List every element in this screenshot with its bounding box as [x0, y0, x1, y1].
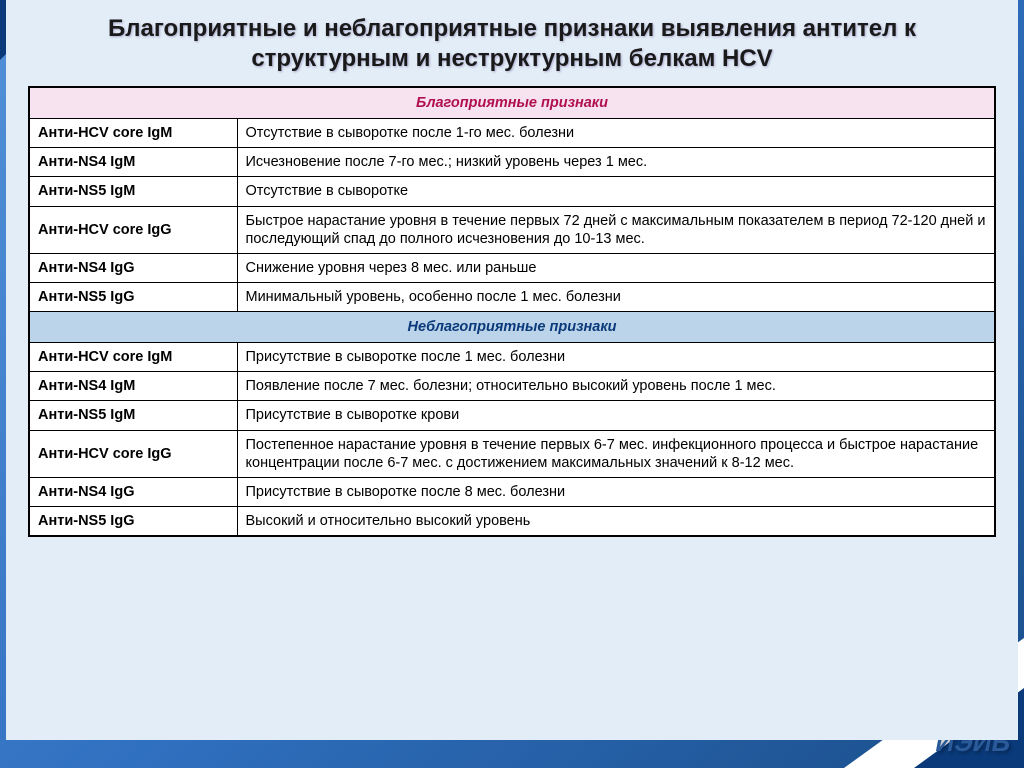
- desc-cell: Отсутствие в сыворотке: [237, 177, 995, 206]
- table-row: Анти-HCV core IgM Отсутствие в сыворотке…: [29, 119, 995, 148]
- table-row: Анти-NS5 IgM Присутствие в сыворотке кро…: [29, 401, 995, 430]
- table-row: Анти-HCV core IgG Быстрое нарастание уро…: [29, 206, 995, 253]
- marker-cell: Анти-NS5 IgG: [29, 506, 237, 536]
- hcv-antibody-table: Благоприятные признаки Анти-HCV core IgM…: [28, 86, 996, 537]
- table-row: Анти-NS4 IgM Исчезновение после 7-го мес…: [29, 148, 995, 177]
- desc-cell: Высокий и относительно высокий уровень: [237, 506, 995, 536]
- marker-cell: Анти-HCV core IgG: [29, 206, 237, 253]
- marker-cell: Анти-NS4 IgG: [29, 477, 237, 506]
- marker-cell: Анти-NS4 IgG: [29, 253, 237, 282]
- desc-cell: Снижение уровня через 8 мес. или раньше: [237, 253, 995, 282]
- table-row: Анти-NS5 IgM Отсутствие в сыворотке: [29, 177, 995, 206]
- desc-cell: Присутствие в сыворотке после 8 мес. бол…: [237, 477, 995, 506]
- marker-cell: Анти-NS5 IgG: [29, 282, 237, 311]
- desc-cell: Появление после 7 мес. болезни; относите…: [237, 372, 995, 401]
- favorable-header: Благоприятные признаки: [29, 87, 995, 119]
- marker-cell: Анти-NS4 IgM: [29, 372, 237, 401]
- desc-cell: Быстрое нарастание уровня в течение перв…: [237, 206, 995, 253]
- table-row: Анти-NS4 IgG Присутствие в сыворотке пос…: [29, 477, 995, 506]
- table-row: Анти-NS5 IgG Высокий и относительно высо…: [29, 506, 995, 536]
- table-row: Анти-NS5 IgG Минимальный уровень, особен…: [29, 282, 995, 311]
- unfavorable-header-row: Неблагоприятные признаки: [29, 312, 995, 343]
- marker-cell: Анти-NS5 IgM: [29, 177, 237, 206]
- favorable-header-row: Благоприятные признаки: [29, 87, 995, 119]
- desc-cell: Исчезновение после 7-го мес.; низкий уро…: [237, 148, 995, 177]
- table-row: Анти-NS4 IgG Снижение уровня через 8 мес…: [29, 253, 995, 282]
- table-row: Анти-HCV core IgM Присутствие в сыворотк…: [29, 343, 995, 372]
- table-row: Анти-HCV core IgG Постепенное нарастание…: [29, 430, 995, 477]
- slide-title: Благоприятные и неблагоприятные признаки…: [28, 14, 996, 74]
- unfavorable-header: Неблагоприятные признаки: [29, 312, 995, 343]
- desc-cell: Постепенное нарастание уровня в течение …: [237, 430, 995, 477]
- marker-cell: Анти-HCV core IgM: [29, 119, 237, 148]
- slide-content: Благоприятные и неблагоприятные признаки…: [6, 0, 1018, 740]
- marker-cell: Анти-NS4 IgM: [29, 148, 237, 177]
- desc-cell: Присутствие в сыворотке после 1 мес. бол…: [237, 343, 995, 372]
- desc-cell: Присутствие в сыворотке крови: [237, 401, 995, 430]
- marker-cell: Анти-HCV core IgG: [29, 430, 237, 477]
- desc-cell: Минимальный уровень, особенно после 1 ме…: [237, 282, 995, 311]
- marker-cell: Анти-NS5 IgM: [29, 401, 237, 430]
- table-row: Анти-NS4 IgM Появление после 7 мес. боле…: [29, 372, 995, 401]
- desc-cell: Отсутствие в сыворотке после 1-го мес. б…: [237, 119, 995, 148]
- marker-cell: Анти-HCV core IgM: [29, 343, 237, 372]
